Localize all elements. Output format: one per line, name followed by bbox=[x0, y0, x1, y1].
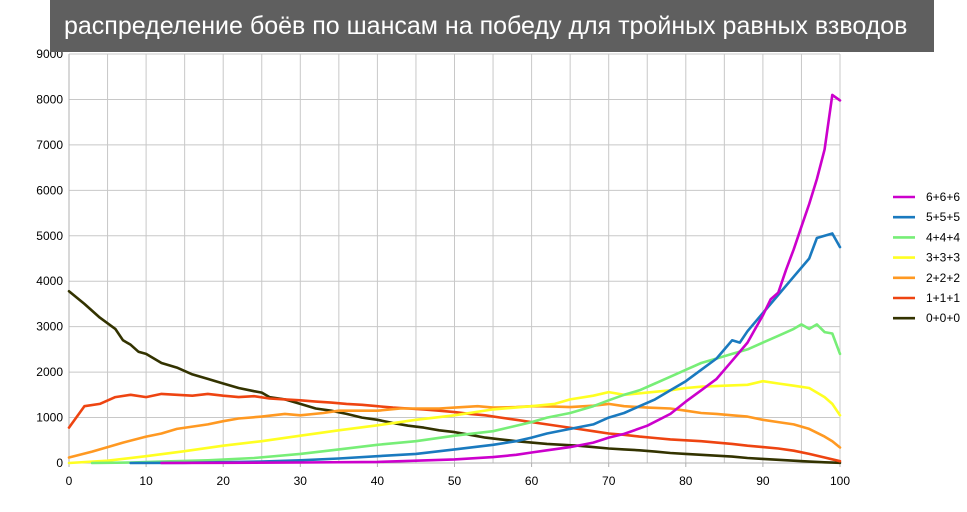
y-tick-label: 1000 bbox=[36, 411, 63, 425]
chart-title: распределение боёв по шансам на победу д… bbox=[50, 0, 934, 52]
series-line-6-6-6 bbox=[160, 93, 842, 465]
series-line-0-0-0 bbox=[67, 289, 842, 465]
y-tick-label: 0 bbox=[56, 456, 63, 470]
x-tick-label: 90 bbox=[756, 474, 770, 488]
legend-label: 6+6+6 bbox=[926, 190, 960, 204]
legend-label: 3+3+3 bbox=[926, 251, 960, 265]
x-tick-label: 50 bbox=[448, 474, 462, 488]
legend-label: 5+5+5 bbox=[926, 210, 960, 224]
y-tick-label: 4000 bbox=[36, 274, 63, 288]
x-tick-label: 10 bbox=[139, 474, 153, 488]
x-tick-label: 0 bbox=[66, 474, 73, 488]
x-tick-label: 30 bbox=[294, 474, 308, 488]
chart-series bbox=[67, 93, 842, 465]
chart-grid bbox=[68, 53, 841, 464]
x-tick-label: 70 bbox=[602, 474, 616, 488]
x-tick-label: 20 bbox=[217, 474, 231, 488]
x-tick-label: 80 bbox=[679, 474, 693, 488]
series-line-4-4-4 bbox=[90, 323, 842, 465]
y-tick-label: 8000 bbox=[36, 92, 63, 106]
x-tick-label: 100 bbox=[830, 474, 850, 488]
x-tick-label: 40 bbox=[371, 474, 385, 488]
x-tick-label: 60 bbox=[525, 474, 539, 488]
legend-label: 4+4+4 bbox=[926, 230, 960, 244]
y-tick-label: 7000 bbox=[36, 138, 63, 152]
series-line-1-1-1 bbox=[67, 392, 842, 463]
legend-label: 1+1+1 bbox=[926, 291, 960, 305]
y-tick-label: 3000 bbox=[36, 320, 63, 334]
chart-legend: 6+6+6 5+5+5 4+4+4 3+3+3 2+2+2 1+1+1 0+0+0 bbox=[893, 190, 960, 325]
legend-label: 0+0+0 bbox=[926, 311, 960, 325]
legend-label: 2+2+2 bbox=[926, 271, 960, 285]
y-tick-label: 2000 bbox=[36, 365, 63, 379]
series-line-5-5-5 bbox=[129, 232, 842, 465]
series-line-2-2-2 bbox=[67, 402, 842, 459]
series-line-3-3-3 bbox=[67, 379, 842, 465]
y-tick-label: 6000 bbox=[36, 183, 63, 197]
y-tick-label: 5000 bbox=[36, 229, 63, 243]
